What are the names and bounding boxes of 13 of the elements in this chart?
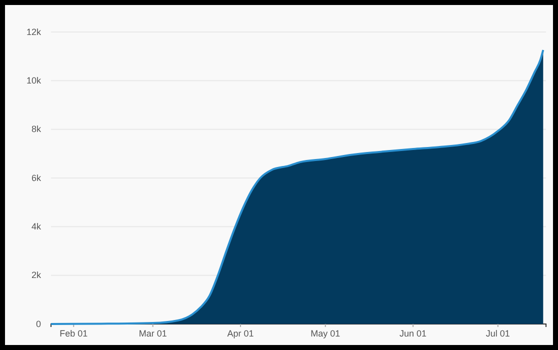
x-tick-label: Jul 01 <box>486 328 510 338</box>
x-tick-label: Jun 01 <box>400 328 427 338</box>
x-tick-label: Apr 01 <box>227 328 254 338</box>
y-tick-label: 12k <box>26 26 42 37</box>
y-tick-label: 6k <box>31 172 42 183</box>
y-tick-label: 8k <box>31 124 42 134</box>
y-tick-label: 4k <box>31 222 42 232</box>
x-tick-label: Mar 01 <box>138 328 167 338</box>
x-tick-label: May 01 <box>310 328 340 338</box>
y-tick-label: 0 <box>36 318 41 329</box>
x-tick-label: Feb 01 <box>60 328 88 338</box>
y-tick-label: 2k <box>31 270 42 280</box>
y-tick-label: 10k <box>26 76 42 86</box>
